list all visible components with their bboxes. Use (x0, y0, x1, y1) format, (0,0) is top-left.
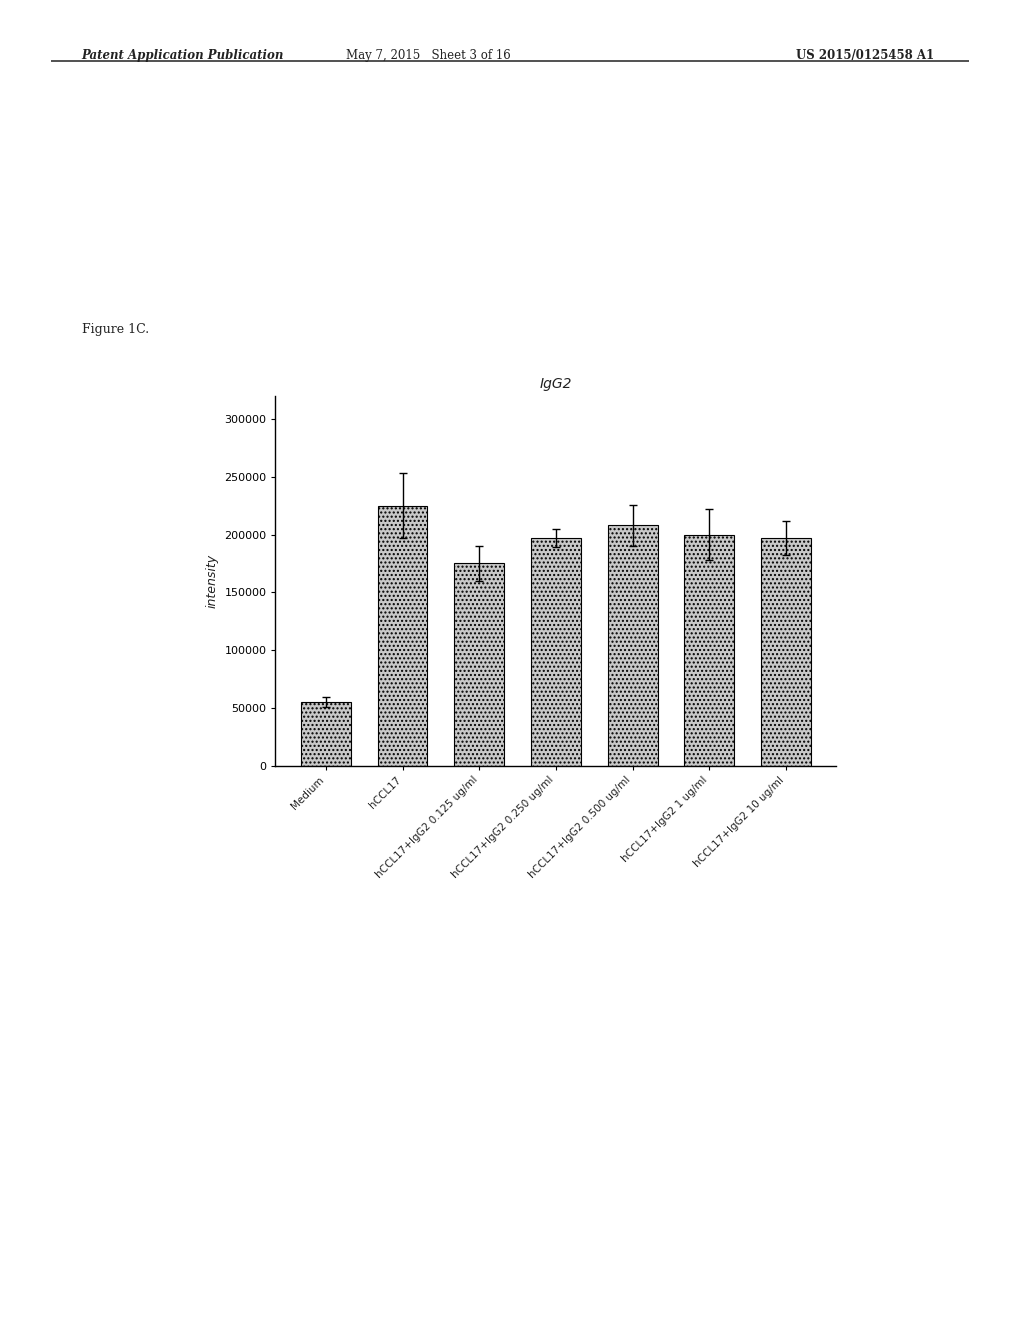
Bar (684, 535, 734, 766)
Bar (760, 539, 810, 766)
Bar (377, 506, 427, 766)
Text: May 7, 2015   Sheet 3 of 16: May 7, 2015 Sheet 3 of 16 (345, 49, 511, 62)
Title: IgG2: IgG2 (539, 376, 572, 391)
Text: Figure 1C.: Figure 1C. (82, 323, 149, 337)
Text: US 2015/0125458 A1: US 2015/0125458 A1 (795, 49, 932, 62)
Bar (301, 702, 351, 766)
Text: Patent Application Publication: Patent Application Publication (82, 49, 283, 62)
Bar (607, 525, 657, 766)
Bar (453, 564, 503, 766)
Y-axis label: intensity: intensity (206, 553, 218, 609)
Bar (531, 539, 580, 766)
